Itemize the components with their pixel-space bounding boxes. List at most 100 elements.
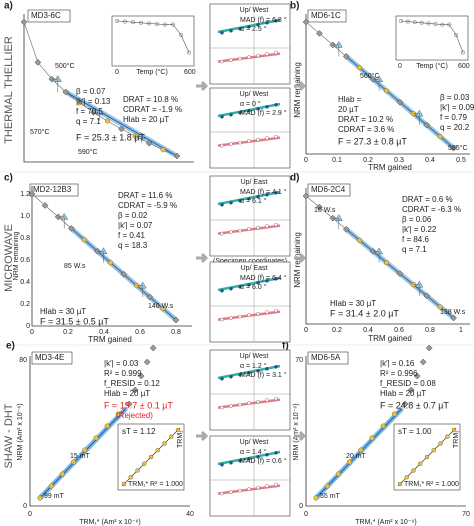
data-point xyxy=(229,374,233,379)
stat: MAD (f) = 3.1 ° xyxy=(240,371,287,379)
data-point xyxy=(220,30,224,35)
data-point xyxy=(451,427,457,433)
id-box xyxy=(27,9,71,23)
stat: Hlab = 30 µT xyxy=(330,299,376,308)
stat: DRAT = 11.6 % xyxy=(118,191,172,200)
data-point xyxy=(146,293,154,301)
trend xyxy=(23,21,178,157)
step-label: 16 W.s xyxy=(314,207,336,214)
zijderveld-axis-label: Up/ West xyxy=(240,91,269,98)
data-point xyxy=(247,487,251,491)
fit-line xyxy=(39,408,127,499)
panel-label: d) xyxy=(290,173,299,184)
step-label: 55 mT xyxy=(320,493,341,500)
id-box xyxy=(307,183,351,197)
data-point xyxy=(256,225,260,230)
specimen-id: MD2-12B3 xyxy=(33,185,72,194)
data-point xyxy=(34,59,42,66)
x-tick-label: 0.8 xyxy=(171,329,181,336)
data-point xyxy=(438,441,443,446)
x-axis-label: TRM gained xyxy=(368,334,412,343)
id-box xyxy=(29,183,79,197)
data-point xyxy=(160,306,166,312)
y-tick-label: 0.8 xyxy=(20,235,30,242)
row-label: SHAW - DHT xyxy=(3,403,15,468)
stat: Hlab = 20 µT xyxy=(380,389,426,398)
data-point xyxy=(135,468,140,473)
data-point xyxy=(229,200,233,205)
x-axis-label: TRM₁* (Am² x 10⁻⁶) xyxy=(79,519,140,526)
trend xyxy=(305,195,454,319)
x-tick-label: 0 xyxy=(30,329,34,336)
data-point xyxy=(335,471,341,477)
x-tick-label: 0.8 xyxy=(425,327,435,334)
data-point xyxy=(274,364,278,369)
data-point xyxy=(173,152,181,160)
zijderveld-axis-label: Up/ West xyxy=(240,7,269,14)
data-point xyxy=(247,456,251,461)
data-point xyxy=(431,448,436,453)
stat: f_RESID = 0.12 xyxy=(104,379,160,388)
data-point xyxy=(229,113,233,117)
data-point xyxy=(256,311,260,316)
x-tick-label: 0.1 xyxy=(332,157,342,164)
data-point xyxy=(229,142,233,146)
data-point xyxy=(418,461,423,466)
specimen-id: MD6-2C4 xyxy=(311,185,346,194)
data-point xyxy=(175,427,181,433)
data-point xyxy=(220,231,224,236)
stat: f = 0.79 xyxy=(440,113,467,122)
data-point xyxy=(220,376,224,381)
data-point xyxy=(104,423,110,429)
data-point xyxy=(274,276,278,281)
stat: Hlab = 30 µT xyxy=(40,307,86,316)
inset-tick: 600 xyxy=(458,63,470,70)
data-point xyxy=(118,125,125,133)
zijderveld-axes xyxy=(210,88,290,168)
stat: Hlab = 20 µT xyxy=(104,389,150,398)
panel-label: e) xyxy=(6,341,15,352)
data-point xyxy=(256,485,260,490)
data-point xyxy=(450,314,457,322)
check-line xyxy=(332,44,340,57)
data-point xyxy=(20,18,28,26)
check-line xyxy=(58,216,65,229)
data-point xyxy=(424,454,430,460)
specimen-id: MD3-4E xyxy=(35,353,64,362)
x-tick-label: 0.2 xyxy=(63,329,73,336)
zijderveld-axis-label: Up/ West xyxy=(240,439,269,446)
data-point xyxy=(155,448,160,453)
data-point xyxy=(265,452,269,457)
data-point xyxy=(247,196,251,201)
data-point xyxy=(256,454,260,459)
data-point xyxy=(411,468,416,473)
stat: α = 6.0 ° xyxy=(240,283,267,291)
data-point xyxy=(247,24,251,29)
x-tick-label: 0.6 xyxy=(135,329,145,336)
x-tick-label: 0.4 xyxy=(99,329,109,336)
y-tick-label: 0.6 xyxy=(20,257,30,264)
data-point xyxy=(401,400,409,408)
data-point xyxy=(131,386,139,394)
data-point xyxy=(247,227,251,231)
data-point xyxy=(274,450,278,455)
data-point xyxy=(220,405,224,410)
data-point xyxy=(396,98,404,106)
data-point xyxy=(229,286,233,291)
zijderveld-axes xyxy=(210,350,290,430)
note: (Specimen coordinates) xyxy=(213,258,287,265)
data-point xyxy=(169,434,174,439)
data-point xyxy=(316,203,323,211)
result: F = 31.4 ± 2.0 µT xyxy=(330,308,399,318)
stat: 20 µT xyxy=(338,105,359,114)
data-point xyxy=(313,495,319,501)
data-point xyxy=(81,237,87,243)
data-point xyxy=(238,372,242,377)
y-axis-label: NRM remaining xyxy=(293,232,302,288)
data-point xyxy=(247,139,251,143)
data-point xyxy=(160,147,166,153)
y-tick-label: 1.2 xyxy=(20,191,30,198)
data-point xyxy=(380,423,386,429)
data-point xyxy=(437,134,443,140)
